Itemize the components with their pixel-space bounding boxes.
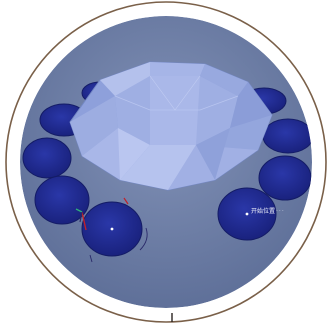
diamond-gem[interactable]: [69, 61, 273, 191]
start-position-label: 开始位置: [251, 208, 276, 215]
disc-left-mid[interactable]: [22, 137, 72, 179]
more-indicator: ···: [276, 208, 285, 215]
axis-gizmo-icon[interactable]: [75, 197, 148, 263]
disc-start-center-dot: [245, 212, 249, 216]
disc-right-upper-mid[interactable]: [262, 118, 313, 154]
disc-right-mid[interactable]: [258, 155, 312, 201]
disc-selected-center-dot: [110, 227, 114, 231]
disc-left-low[interactable]: [34, 175, 90, 225]
